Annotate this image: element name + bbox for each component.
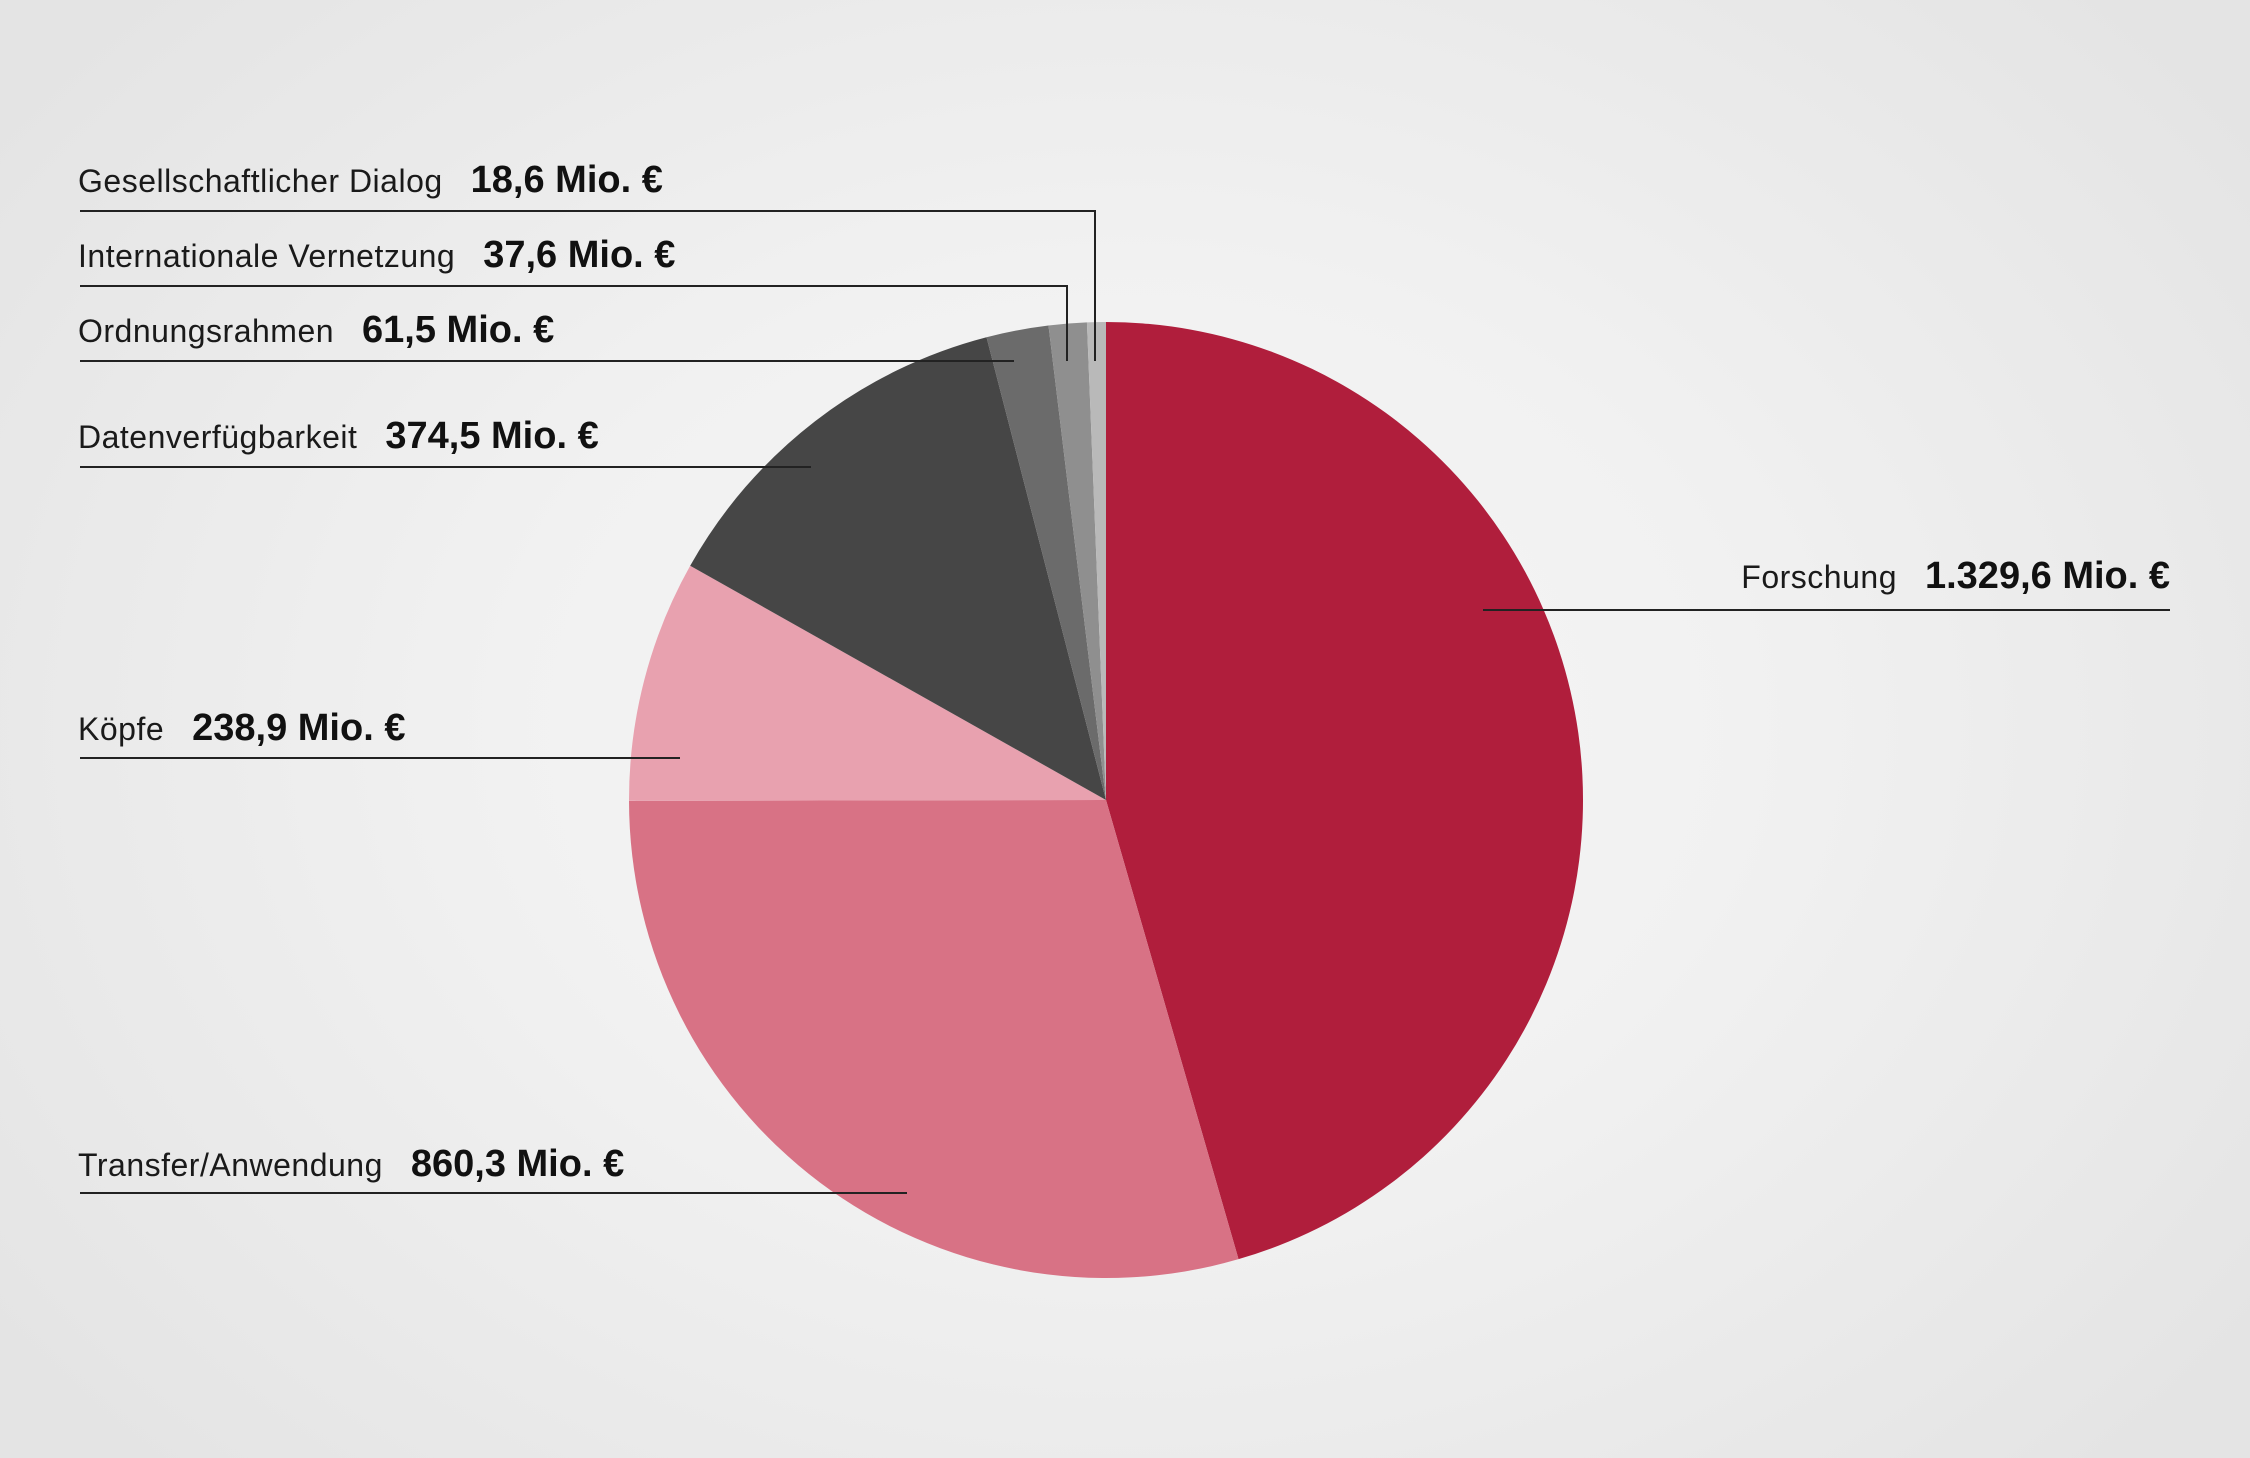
slice-label-forschung: Forschung 1.329,6 Mio. €: [1741, 555, 2170, 597]
slice-label-gesellschaftlicher-dialog: Gesellschaftlicher Dialog 18,6 Mio. €: [78, 159, 663, 201]
pie-slice-transfer-anwendung: [629, 800, 1239, 1279]
slice-value: 1.329,6 Mio. €: [1925, 555, 2170, 597]
slice-name: Internationale Vernetzung: [78, 238, 455, 274]
pie-slice-koepfe: [628, 565, 1106, 801]
slice-name: Datenverfügbarkeit: [78, 419, 357, 455]
leader-lines: [80, 210, 2170, 1194]
pie-slice-internationale-vernetzung: [1048, 322, 1106, 800]
pie-slices: [628, 321, 1584, 1279]
slice-labels: Forschung 1.329,6 Mio. € Transfer/Anwendun…: [78, 159, 2170, 1185]
slice-label-koepfe: Köpfe 238,9 Mio. €: [78, 707, 405, 749]
pie-slice-gesellschaftlicher-dialog: [1086, 321, 1106, 800]
slice-name: Ordnungsrahmen: [78, 313, 334, 349]
slice-value: 37,6 Mio. €: [483, 234, 675, 276]
slice-label-transfer-anwendung: Transfer/Anwendung 860,3 Mio. €: [78, 1143, 624, 1185]
slice-label-ordnungsrahmen: Ordnungsrahmen 61,5 Mio. €: [78, 309, 554, 351]
pie-slice-datenverfuegbarkeit: [690, 337, 1106, 800]
slice-label-datenverfuegbarkeit: Datenverfügbarkeit 374,5 Mio. €: [78, 415, 599, 457]
pie-slice-forschung: [1106, 322, 1584, 1260]
slice-value: 238,9 Mio. €: [192, 707, 405, 749]
slice-value: 860,3 Mio. €: [411, 1143, 624, 1185]
leader-line-gesellschaftlicher-dialog: [80, 210, 1096, 361]
slice-name: Transfer/Anwendung: [78, 1147, 383, 1183]
slice-name: Köpfe: [78, 711, 164, 747]
slice-value: 61,5 Mio. €: [362, 309, 554, 351]
leader-line-internationale-vernetzung: [80, 285, 1068, 361]
slice-value: 374,5 Mio. €: [385, 415, 598, 457]
pie-slice-ordnungsrahmen: [986, 325, 1106, 800]
slice-name: Gesellschaftlicher Dialog: [78, 163, 443, 199]
slice-value: 18,6 Mio. €: [471, 159, 663, 201]
slice-name: Forschung: [1741, 559, 1897, 595]
slice-label-internationale-vernetzung: Internationale Vernetzung 37,6 Mio. €: [78, 234, 675, 276]
